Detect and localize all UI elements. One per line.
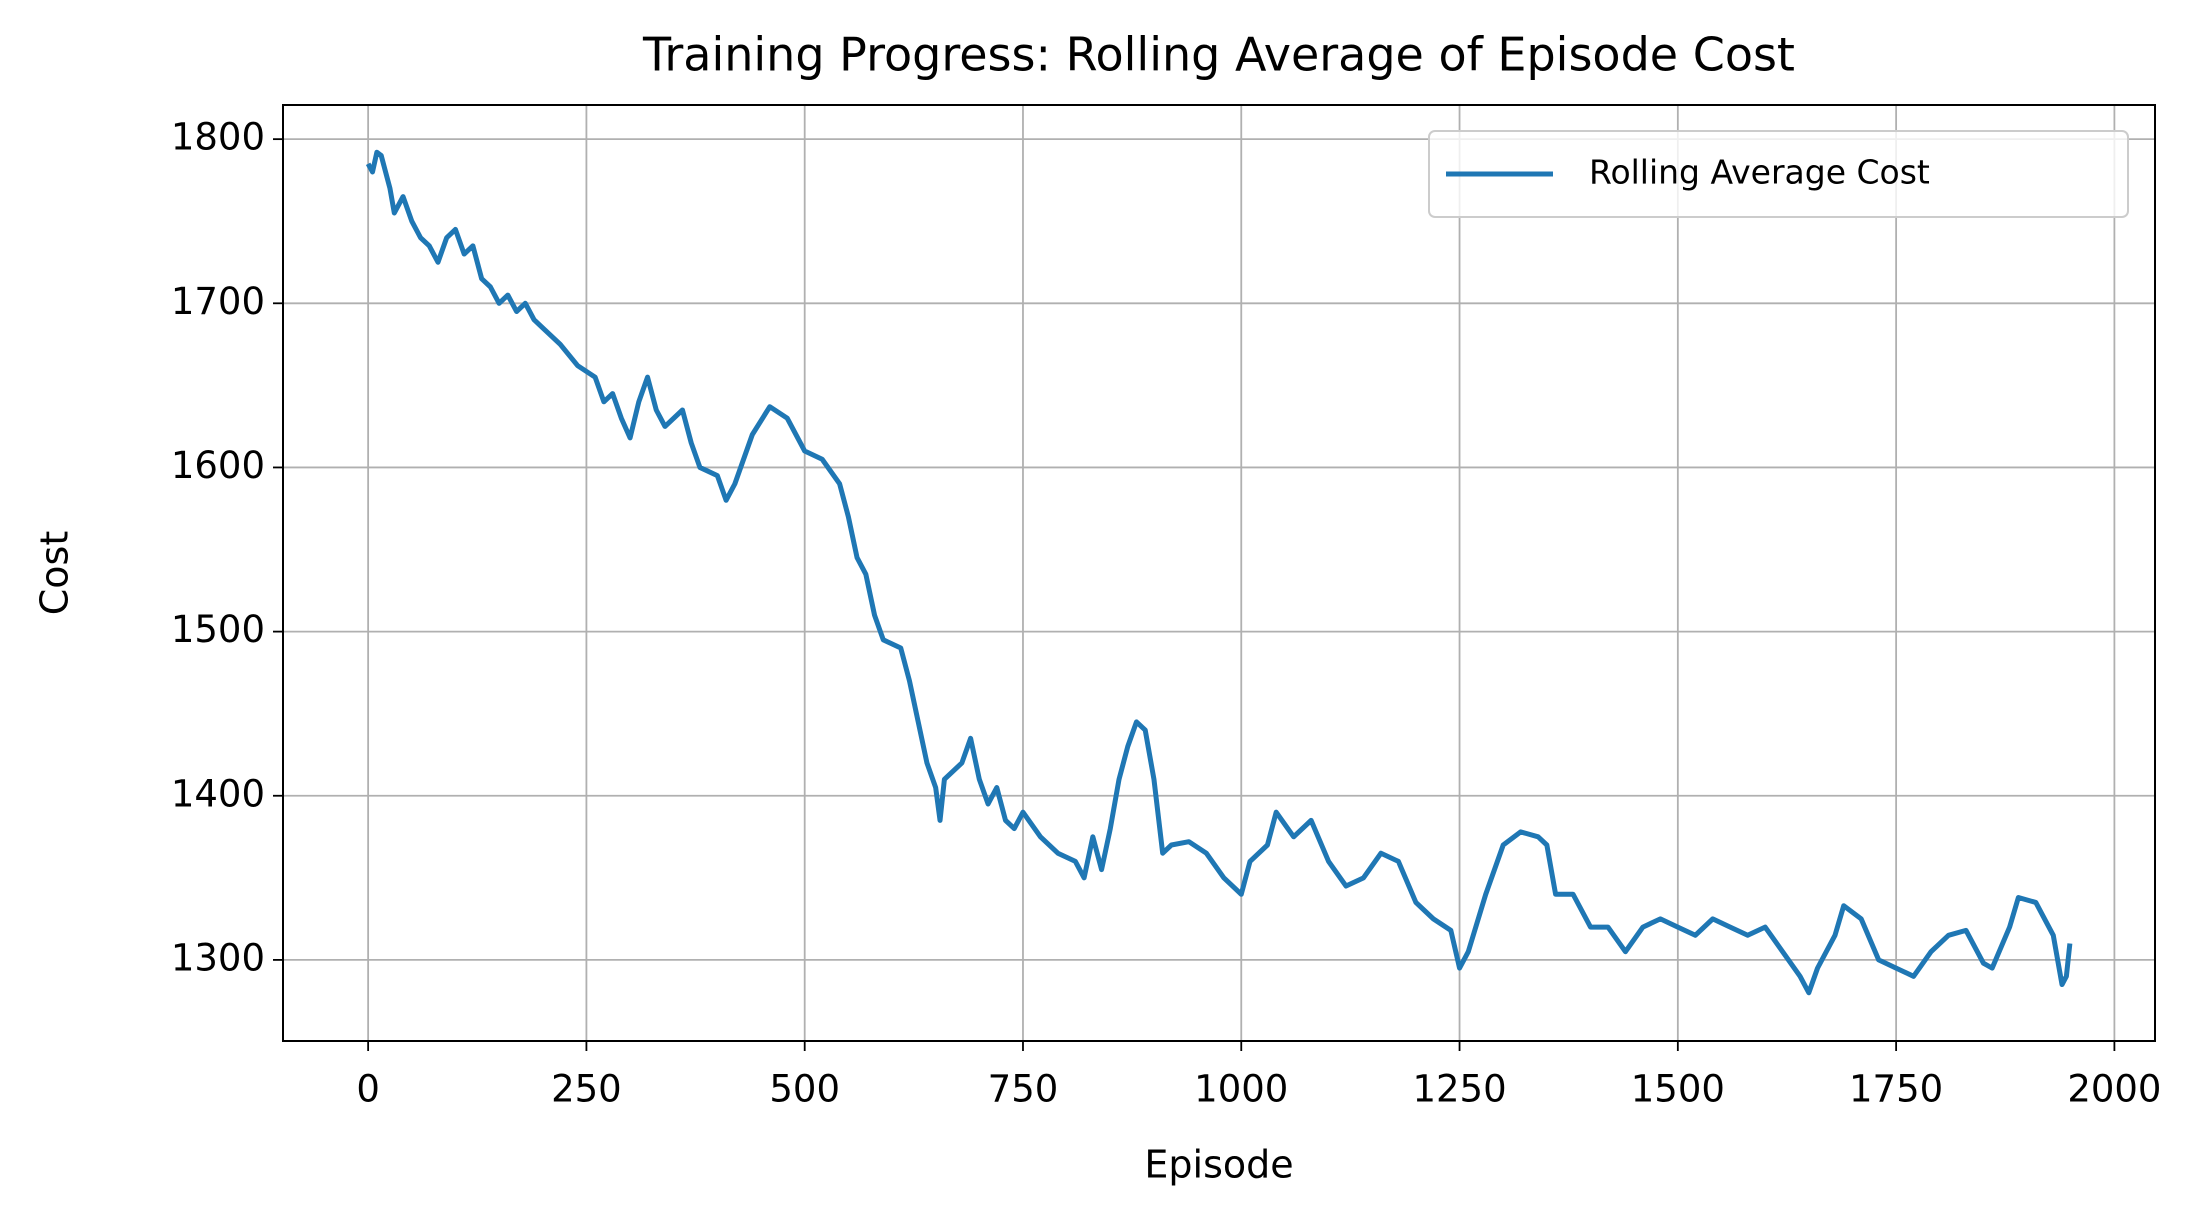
x-tick-label: 1750 — [1849, 1068, 1943, 1111]
y-tick-label: 1800 — [171, 116, 265, 159]
y-axis-label: Cost — [33, 531, 77, 615]
x-tick-label: 1000 — [1194, 1068, 1288, 1111]
legend-label: Rolling Average Cost — [1589, 153, 1930, 192]
x-tick-label: 1500 — [1631, 1068, 1725, 1111]
y-tick-label: 1300 — [171, 936, 265, 979]
x-tick-label: 2000 — [2067, 1068, 2161, 1111]
x-tick-label: 500 — [769, 1068, 840, 1111]
x-tick-label: 1250 — [1412, 1068, 1506, 1111]
plot-frame — [282, 104, 2156, 1042]
y-tick-label: 1700 — [171, 280, 265, 323]
y-tick-label: 1600 — [171, 444, 265, 487]
x-tick-label: 250 — [551, 1068, 622, 1111]
legend-box — [1428, 130, 2129, 218]
y-tick-label: 1400 — [171, 772, 265, 815]
line-series — [365, 149, 2073, 996]
x-axis-label: Episode — [1144, 1143, 1293, 1187]
x-tick-label: 750 — [988, 1068, 1059, 1111]
chart-title: Training Progress: Rolling Average of Ep… — [642, 28, 1795, 82]
x-tick-label: 0 — [356, 1068, 380, 1111]
y-tick-label: 1500 — [171, 608, 265, 651]
